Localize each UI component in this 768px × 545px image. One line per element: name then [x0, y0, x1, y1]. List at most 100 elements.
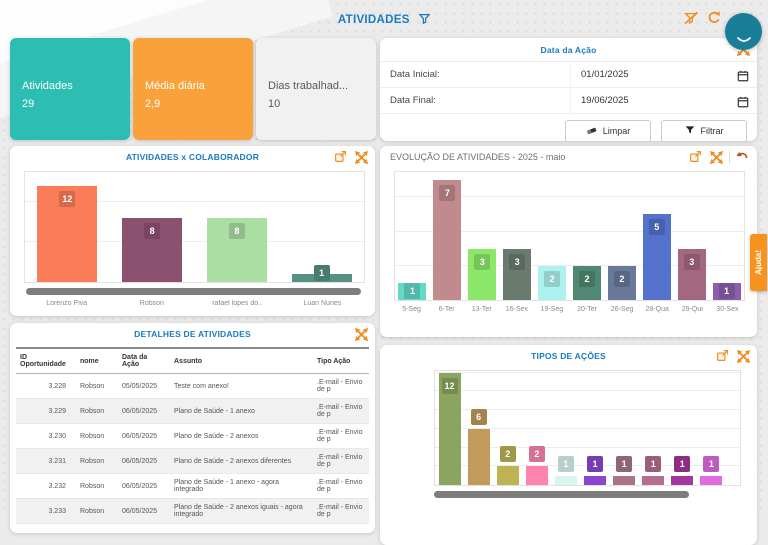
bar-value-label: 2 — [613, 270, 630, 287]
evolucao-atividades-panel: EVOLUÇÃO DE ATIVIDADES - 2025 - maio 1 7 3… — [380, 146, 757, 337]
date-fields: Data Inicial: 01/01/2025 Data Final: 19/… — [380, 62, 757, 114]
bar-tipos-8[interactable] — [642, 475, 665, 485]
tipos-plot-area: 12 6 2 2 1 1 1 1 1 1 — [434, 370, 741, 486]
bar-tipos-7[interactable] — [613, 475, 636, 485]
bar-value-label: 1 — [557, 455, 574, 472]
chat-avatar[interactable] — [725, 13, 762, 50]
summary-card[interactable]: Dias trabalhad... 10 — [256, 38, 376, 140]
popout-icon[interactable] — [334, 150, 348, 164]
bar-slot: 1 — [668, 371, 697, 485]
calendar-icon[interactable] — [737, 95, 749, 107]
chart-horizontal-scrollbar[interactable] — [434, 491, 689, 498]
filter-button[interactable]: Filtrar — [661, 120, 747, 141]
bar-value-label: 1 — [404, 283, 421, 299]
calendar-icon[interactable] — [737, 69, 749, 81]
bar-slot: 1 — [709, 172, 744, 300]
bar-value-label: 7 — [439, 185, 456, 202]
filter-icon[interactable] — [418, 11, 431, 29]
cell-assunto: Teste com anexo! — [170, 373, 313, 399]
table-row[interactable]: 3.229 Robson 06/05/2025 Plano de Saúde -… — [16, 398, 369, 424]
column-header[interactable]: nome — [76, 347, 118, 374]
eraser-icon — [586, 125, 597, 138]
atividades-colaborador-panel: ATIVIDADES x COLABORADOR 12 8 8 1 Lorenzo Pi… — [10, 146, 375, 316]
card-label: Média diária — [145, 79, 205, 92]
bar-tipos-6[interactable] — [584, 475, 607, 485]
bar-slot: 5 — [639, 172, 674, 300]
expand-icon[interactable] — [709, 150, 724, 165]
bar-tipos-9[interactable] — [671, 475, 694, 485]
clear-filter-icon[interactable] — [684, 11, 698, 25]
expand-icon[interactable] — [354, 150, 369, 165]
column-header[interactable]: Assunto — [170, 347, 313, 374]
bar-slot: 1 — [639, 371, 668, 485]
help-tab-label: Ajuda! — [754, 250, 763, 275]
bar-slot: 2 — [522, 371, 551, 485]
x-axis-label: 26-Seg — [610, 306, 634, 313]
panel-title: ATIVIDADES x COLABORADOR — [125, 152, 260, 162]
cell-data: 06/05/2025 — [118, 448, 170, 474]
gridline — [25, 201, 364, 202]
summary-card[interactable]: Média diária 2,9 — [133, 38, 253, 140]
bar-tipos-1[interactable] — [438, 372, 461, 485]
bar-slot: 3 — [674, 172, 709, 300]
bar-slot: 6 — [464, 371, 493, 485]
x-axis-label: 13-Ter — [471, 306, 492, 313]
cell-nome: Robson — [76, 398, 118, 424]
bar-tipos-10[interactable] — [700, 475, 723, 485]
table-row[interactable]: 3.228 Robson 05/05/2025 Teste com anexo!… — [16, 373, 369, 399]
bar-slot: 8 — [195, 172, 280, 282]
help-tab[interactable]: Ajuda! — [750, 234, 767, 291]
cell-nome: Robson — [76, 498, 118, 524]
expand-icon[interactable] — [354, 327, 369, 342]
bar-slot: 1 — [697, 371, 726, 485]
cell-data: 06/05/2025 — [118, 473, 170, 499]
cell-assunto: Plano de Saúde - 2 anexos — [170, 423, 313, 449]
bar-slot: 8 — [110, 172, 195, 282]
bar-slot: 1 — [610, 371, 639, 485]
icon-divider — [729, 151, 730, 163]
colaborador-chart: 12 8 8 1 Lorenzo Piva Robson rafael lopes do..… — [10, 171, 375, 307]
panel-title: TIPOS DE AÇÕES — [531, 351, 606, 361]
bar-slot: 3 — [500, 172, 535, 300]
date-field-label: Data Inicial: — [390, 69, 440, 80]
column-header[interactable]: Data da Ação — [118, 347, 170, 374]
bar-value-label: 1 — [718, 283, 735, 299]
expand-icon[interactable] — [736, 349, 751, 364]
cell-assunto: Plano de Saúde - 1 anexo - agora integra… — [170, 473, 313, 499]
undo-icon[interactable] — [736, 150, 750, 164]
date-input[interactable]: 19/06/2025 — [570, 88, 757, 113]
date-filter-panel: Data da Ação Data Inicial: 01/01/2025 Da… — [380, 38, 757, 141]
column-header[interactable]: ID Oportunidade — [16, 347, 76, 374]
bar-tipos-3[interactable] — [496, 466, 519, 485]
gridline — [435, 390, 740, 392]
table-row[interactable]: 3.232 Robson 06/05/2025 Plano de Saúde -… — [16, 473, 369, 499]
popout-icon[interactable] — [716, 349, 730, 363]
gridline — [435, 427, 740, 429]
table-row[interactable]: 3.231 Robson 06/05/2025 Plano de Saúde -… — [16, 448, 369, 474]
chart-horizontal-scrollbar[interactable] — [26, 288, 361, 295]
cell-data: 06/05/2025 — [118, 498, 170, 524]
bar-value-label: 1 — [616, 455, 633, 472]
bar-tipos-4[interactable] — [525, 466, 548, 485]
bar-value-label: 1 — [674, 455, 691, 472]
clear-button[interactable]: Limpar — [565, 120, 651, 141]
bar-value-label: 1 — [313, 265, 330, 281]
refresh-icon[interactable] — [707, 11, 721, 25]
table-row[interactable]: 3.233 Robson 06/05/2025 Plano de Saúde -… — [16, 498, 369, 524]
x-axis-label: Luan Nunes — [303, 300, 342, 307]
activities-table: ID Oportunidade nome Data da Ação Assunto Ti… — [16, 347, 369, 524]
bar-slot: 2 — [570, 172, 605, 300]
table-row[interactable]: 3.230 Robson 06/05/2025 Plano de Saúde -… — [16, 423, 369, 449]
popout-icon[interactable] — [689, 150, 703, 164]
bar-tipos-2[interactable] — [467, 428, 490, 485]
cell-tipo: .E-mail - Envio de p — [313, 423, 369, 449]
date-input[interactable]: 01/01/2025 — [570, 62, 757, 87]
cell-tipo: .E-mail - Envio de p — [313, 473, 369, 499]
x-axis-label: 29-Qui — [681, 306, 703, 313]
bar-tipos-5[interactable] — [554, 475, 577, 485]
clear-button-label: Limpar — [602, 126, 631, 136]
column-header[interactable]: Tipo Ação — [313, 347, 369, 374]
summary-card[interactable]: Atividades 29 — [10, 38, 130, 140]
bar-slot: 1 — [395, 172, 430, 300]
